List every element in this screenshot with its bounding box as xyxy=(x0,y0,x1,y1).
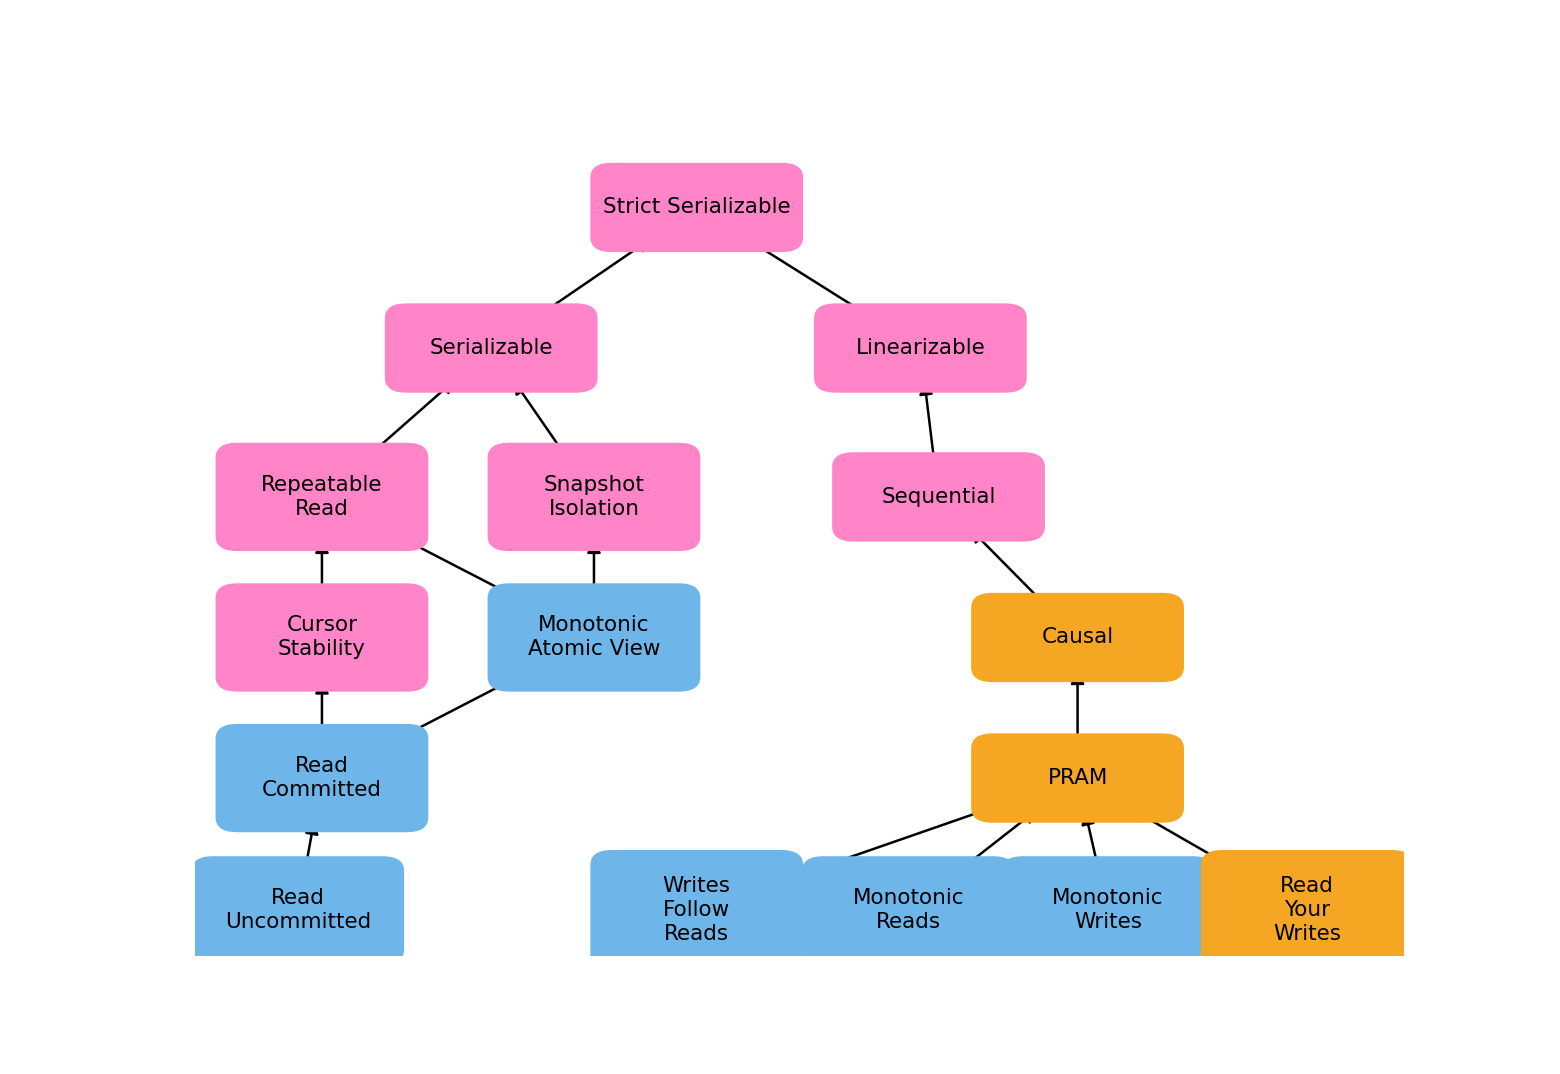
FancyBboxPatch shape xyxy=(215,583,429,692)
Text: Causal: Causal xyxy=(1042,627,1114,648)
FancyBboxPatch shape xyxy=(215,724,429,832)
Text: Read
Your
Writes: Read Your Writes xyxy=(1273,876,1342,944)
FancyBboxPatch shape xyxy=(488,442,700,551)
Text: Read
Committed: Read Committed xyxy=(262,756,382,800)
Text: Serializable: Serializable xyxy=(429,338,552,358)
Text: Monotonic
Reads: Monotonic Reads xyxy=(853,888,964,932)
FancyBboxPatch shape xyxy=(590,163,803,252)
FancyBboxPatch shape xyxy=(590,850,803,971)
Text: Repeatable
Read: Repeatable Read xyxy=(261,475,382,519)
FancyBboxPatch shape xyxy=(488,583,700,692)
FancyBboxPatch shape xyxy=(385,303,597,393)
Text: Read
Uncommitted: Read Uncommitted xyxy=(225,888,371,932)
Text: PRAM: PRAM xyxy=(1047,768,1108,788)
Text: Snapshot
Isolation: Snapshot Isolation xyxy=(543,475,644,519)
FancyBboxPatch shape xyxy=(802,856,1014,964)
Text: Cursor
Stability: Cursor Stability xyxy=(278,615,367,659)
Text: Monotonic
Atomic View: Monotonic Atomic View xyxy=(527,615,660,659)
FancyBboxPatch shape xyxy=(814,303,1026,393)
FancyBboxPatch shape xyxy=(1201,850,1413,971)
Text: Writes
Follow
Reads: Writes Follow Reads xyxy=(663,876,730,944)
Text: Sequential: Sequential xyxy=(881,487,995,507)
Text: Linearizable: Linearizable xyxy=(855,338,986,358)
FancyBboxPatch shape xyxy=(831,452,1045,541)
FancyBboxPatch shape xyxy=(972,734,1184,823)
FancyBboxPatch shape xyxy=(1002,856,1214,964)
FancyBboxPatch shape xyxy=(972,593,1184,682)
FancyBboxPatch shape xyxy=(215,442,429,551)
Text: Monotonic
Writes: Monotonic Writes xyxy=(1051,888,1164,932)
FancyBboxPatch shape xyxy=(192,856,404,964)
Text: Strict Serializable: Strict Serializable xyxy=(602,198,791,217)
